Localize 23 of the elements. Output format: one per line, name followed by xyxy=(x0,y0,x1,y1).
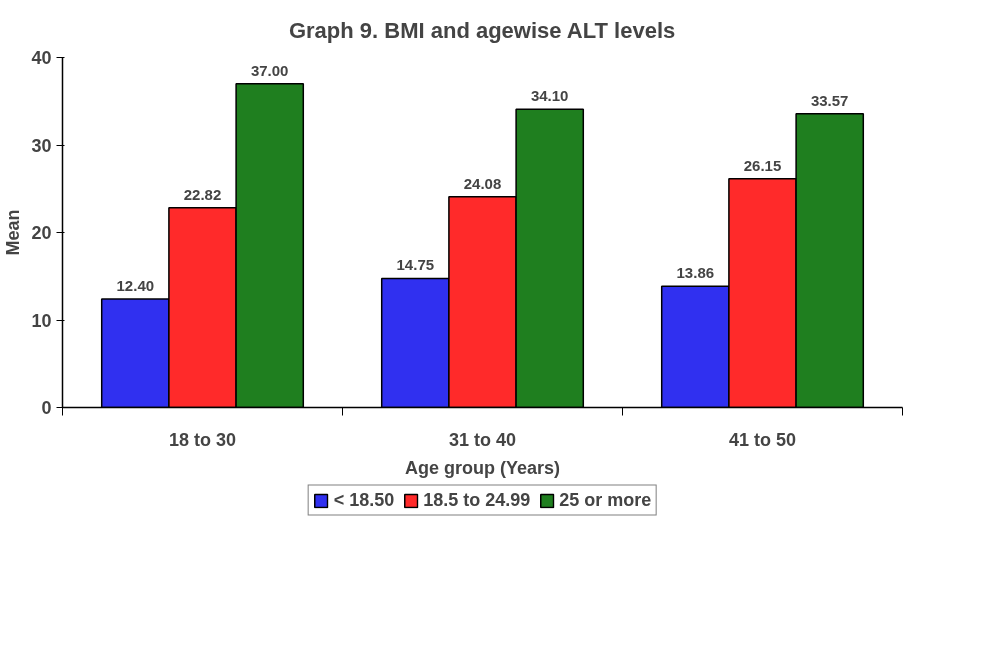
legend-label: 25 or more xyxy=(559,489,652,511)
y-tick-label: 0 xyxy=(41,398,52,418)
data-label: 37.00 xyxy=(250,61,289,79)
y-axis-title: Mean xyxy=(3,209,24,256)
data-label: 34.10 xyxy=(530,87,569,105)
legend-label: < 18.50 xyxy=(333,489,395,511)
data-label: 24.08 xyxy=(463,174,502,192)
x-tick-label: 31 to 40 xyxy=(448,429,517,450)
data-label: 14.75 xyxy=(396,256,435,274)
data-label: 26.15 xyxy=(743,156,782,174)
x-tick-label: 18 to 30 xyxy=(168,429,237,450)
data-label: 12.40 xyxy=(116,277,155,294)
y-tick-label: 30 xyxy=(31,135,52,156)
data-label: 33.57 xyxy=(810,91,849,109)
y-tick-label: 40 xyxy=(31,48,52,68)
x-axis-title: Age group (Years) xyxy=(404,457,561,478)
chart-title: Graph 9. BMI and agewise ALT levels xyxy=(288,17,676,43)
y-tick-label: 20 xyxy=(31,223,52,243)
legend-label: 18.5 to 24.99 xyxy=(423,489,531,511)
y-tick-label: 10 xyxy=(31,310,52,331)
x-tick-label: 41 to 50 xyxy=(728,429,797,450)
data-label: 22.82 xyxy=(183,185,222,203)
data-label: 13.86 xyxy=(676,264,715,282)
